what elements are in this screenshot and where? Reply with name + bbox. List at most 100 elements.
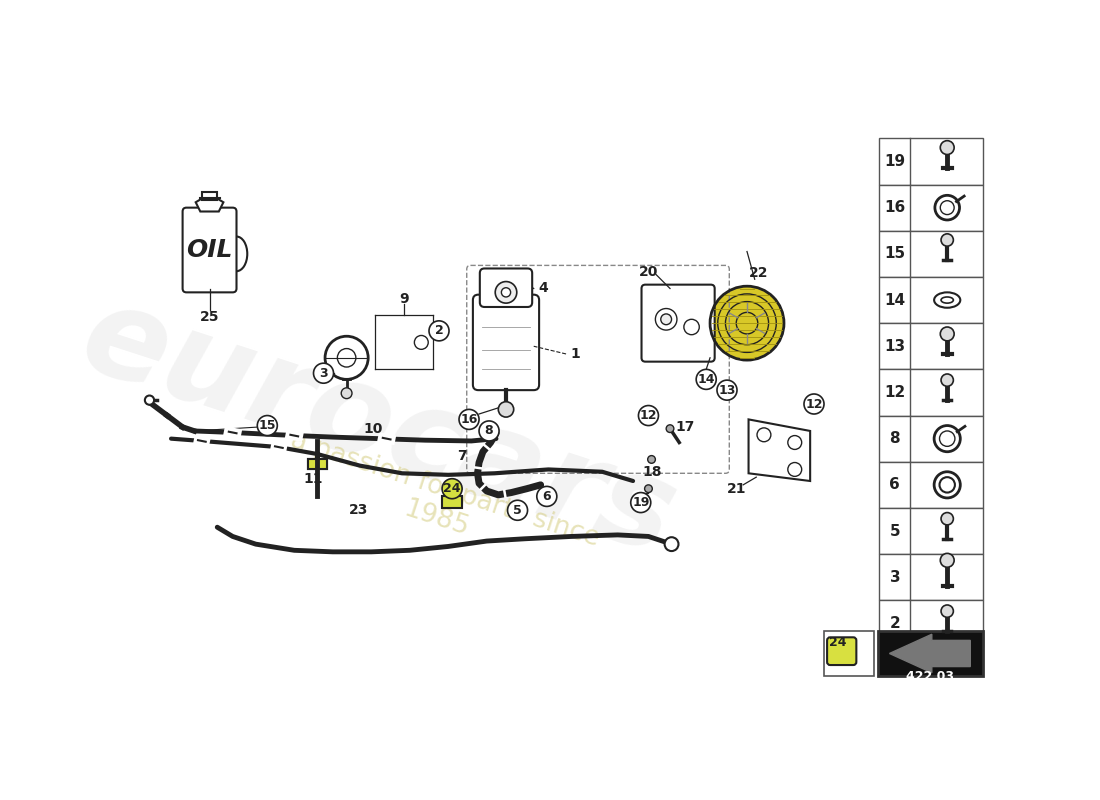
Bar: [880, 323, 983, 370]
Text: 9: 9: [399, 291, 408, 306]
Circle shape: [442, 478, 462, 498]
Circle shape: [939, 477, 955, 493]
Text: 16: 16: [461, 413, 477, 426]
Text: 6: 6: [542, 490, 551, 503]
Circle shape: [502, 288, 510, 297]
Bar: [880, 600, 983, 646]
Circle shape: [495, 282, 517, 303]
FancyBboxPatch shape: [473, 294, 539, 390]
Text: 20: 20: [639, 265, 658, 278]
Bar: [880, 415, 983, 462]
Text: 19: 19: [632, 496, 649, 509]
Circle shape: [667, 425, 674, 433]
Text: 12: 12: [640, 409, 657, 422]
Circle shape: [684, 319, 700, 334]
Bar: [880, 508, 983, 554]
Text: 24: 24: [443, 482, 461, 495]
FancyBboxPatch shape: [183, 208, 236, 292]
Circle shape: [804, 394, 824, 414]
Text: 15: 15: [258, 419, 276, 432]
Text: 11: 11: [304, 473, 323, 486]
Circle shape: [537, 486, 557, 506]
Circle shape: [934, 472, 960, 498]
Circle shape: [638, 406, 659, 426]
Text: 12: 12: [884, 385, 905, 400]
Bar: [880, 462, 983, 508]
Circle shape: [459, 410, 480, 430]
Text: 8: 8: [890, 431, 900, 446]
Circle shape: [940, 554, 954, 567]
Bar: [880, 138, 983, 185]
Circle shape: [942, 513, 954, 525]
Circle shape: [326, 336, 368, 379]
Circle shape: [934, 426, 960, 452]
Text: 7: 7: [458, 450, 466, 463]
Circle shape: [942, 234, 954, 246]
Circle shape: [940, 141, 954, 154]
Bar: [880, 370, 983, 415]
Bar: [880, 185, 983, 230]
Circle shape: [942, 374, 954, 386]
Circle shape: [338, 349, 356, 367]
Circle shape: [507, 500, 528, 520]
Text: 22: 22: [749, 266, 768, 280]
Text: 1: 1: [571, 347, 580, 361]
Text: 18: 18: [642, 465, 662, 478]
Polygon shape: [442, 496, 462, 508]
Circle shape: [940, 327, 954, 341]
Text: 19: 19: [884, 154, 905, 169]
Text: 24: 24: [828, 636, 846, 649]
Circle shape: [145, 395, 154, 405]
Ellipse shape: [934, 292, 960, 308]
Text: 5: 5: [514, 504, 521, 517]
FancyBboxPatch shape: [827, 638, 856, 665]
Circle shape: [415, 335, 428, 350]
Text: 4: 4: [538, 282, 548, 295]
Circle shape: [648, 455, 656, 463]
Circle shape: [257, 415, 277, 435]
Text: 25: 25: [200, 310, 219, 324]
Text: 23: 23: [349, 503, 367, 518]
Circle shape: [935, 195, 959, 220]
Circle shape: [645, 485, 652, 493]
Circle shape: [757, 428, 771, 442]
Circle shape: [711, 286, 784, 360]
Circle shape: [717, 380, 737, 400]
Circle shape: [942, 605, 954, 618]
Polygon shape: [890, 634, 970, 673]
Text: 13: 13: [718, 384, 736, 397]
Text: 6: 6: [890, 478, 900, 492]
Text: 14: 14: [884, 293, 905, 307]
Circle shape: [661, 314, 671, 325]
Text: 8: 8: [485, 425, 494, 438]
Circle shape: [940, 201, 954, 214]
Circle shape: [341, 388, 352, 398]
Text: 10: 10: [363, 422, 383, 436]
Polygon shape: [196, 198, 223, 211]
Text: 5: 5: [890, 523, 900, 538]
Ellipse shape: [942, 297, 954, 303]
Circle shape: [696, 370, 716, 390]
Text: 12: 12: [805, 398, 823, 410]
Circle shape: [630, 493, 651, 513]
Text: 15: 15: [884, 246, 905, 262]
Circle shape: [788, 435, 802, 450]
Bar: [878, 631, 983, 676]
Text: 2: 2: [434, 324, 443, 338]
Text: 16: 16: [884, 200, 905, 215]
Polygon shape: [308, 459, 327, 470]
Circle shape: [314, 363, 333, 383]
Text: 21: 21: [727, 482, 747, 496]
Bar: [202, 192, 218, 200]
Circle shape: [498, 402, 514, 417]
Text: 14: 14: [697, 373, 715, 386]
Circle shape: [939, 431, 955, 446]
Bar: [880, 277, 983, 323]
Text: 3: 3: [319, 366, 328, 380]
Circle shape: [788, 462, 802, 476]
Circle shape: [480, 421, 499, 441]
Circle shape: [429, 321, 449, 341]
Circle shape: [656, 309, 676, 330]
Text: 422 03: 422 03: [906, 670, 955, 682]
Bar: [880, 554, 983, 600]
